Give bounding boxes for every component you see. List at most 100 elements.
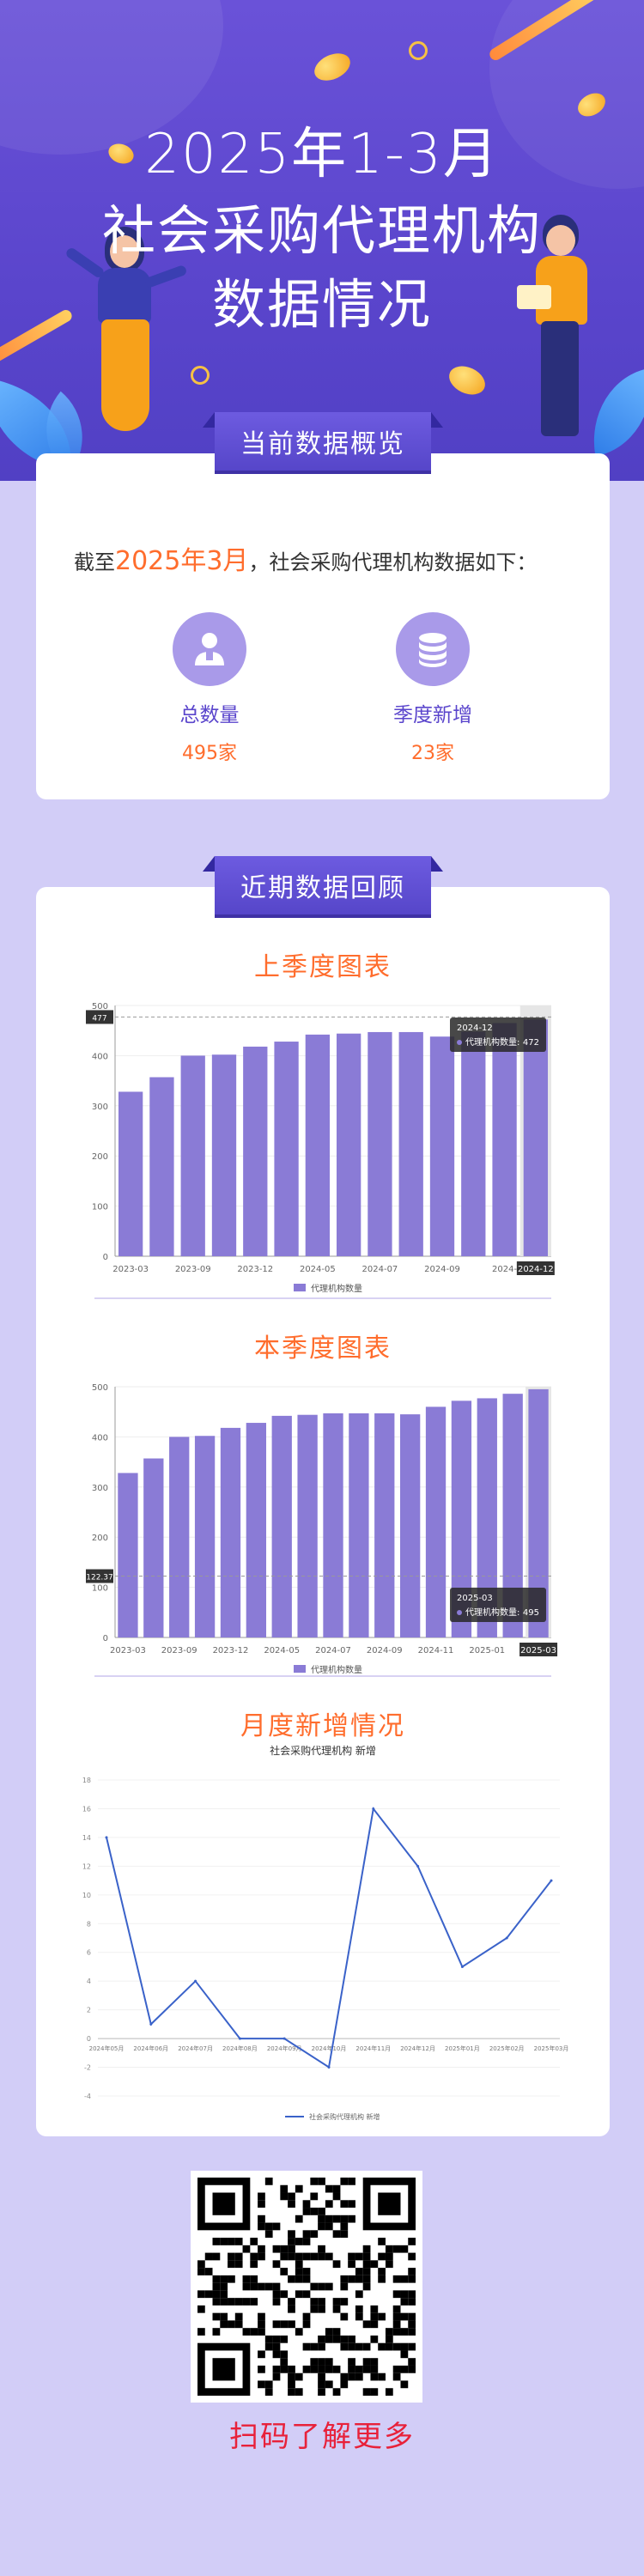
qr-module [197,2328,205,2336]
data-point [283,2037,286,2040]
ring-decor [409,41,428,60]
qr-finder [378,2192,401,2215]
qr-module [280,2184,289,2193]
qr-module [408,2268,416,2275]
qr-module [362,2275,371,2283]
bar [220,1427,241,1637]
bar [194,1436,216,1637]
qr-module [242,2328,251,2336]
database-icon [396,612,470,686]
tooltip-bg [450,1588,546,1622]
qr-module [348,2358,355,2366]
hero-title-line2: 社会采购代理机构 [101,199,542,262]
qr-module [264,2342,273,2351]
qr-module [408,2365,416,2373]
hero-title-line1: 2025年1-3月 [144,123,500,186]
qr-label: 扫码了解更多 [229,2420,415,2454]
bar [169,1437,190,1637]
qr-module [228,2320,235,2329]
qr-module [302,2342,311,2351]
qr-module [392,2372,401,2381]
qr-module [348,2372,355,2381]
qr-module [280,2192,289,2201]
qr-code[interactable] [191,2171,422,2403]
y-tick-label: 4 [87,1978,91,1985]
qr-module [325,2335,333,2343]
qr-module [258,2380,265,2389]
qr-module [362,2282,371,2291]
qr-module [362,2252,371,2261]
qr-module [295,2268,303,2275]
x-tick-label: 2025-01 [469,1646,505,1656]
qr-module [258,2222,265,2231]
x-tick-label: 2023-03 [112,1265,149,1274]
y-tick-label: 0 [103,1634,108,1643]
hero-banner: 2025年1-3月 社会采购代理机构 数据情况 [0,0,644,481]
bar [502,1394,523,1637]
qr-module [272,2290,281,2299]
qr-module [288,2275,295,2283]
legend-label: 社会采购代理机构 新增 [309,2112,380,2121]
qr-module [272,2365,281,2373]
tooltip-swatch [457,1610,462,1615]
bar [274,1042,299,1256]
qr-module [362,2342,371,2351]
qr-module [264,2222,273,2231]
chart3-title: 月度新增情况 [240,1711,405,1741]
bar [297,1414,318,1637]
tooltip-swatch [457,1040,462,1045]
qr-module [318,2208,325,2215]
tooltip-date: 2025-03 [457,1594,493,1603]
qr-module [332,2215,341,2223]
x-tick-label: 2025-03 [520,1646,556,1656]
tooltip-value: 472 [523,1038,539,1048]
qr-module [392,2275,401,2283]
qr-module [400,2298,409,2306]
bar [477,1398,497,1637]
qr-module [392,2328,401,2336]
data-point [194,1979,197,1983]
qr-module [325,2365,333,2373]
qr-module [302,2320,311,2329]
qr-module [250,2275,258,2283]
y-tick-label: 100 [92,1203,108,1212]
qr-module [212,2275,221,2283]
qr-module [362,2320,371,2329]
qr-module [272,2342,281,2351]
qr-module [385,2260,393,2269]
y-tick-label: -4 [84,2093,91,2100]
qr-module [340,2372,349,2381]
qr-module [332,2335,341,2343]
qr-module [234,2320,243,2329]
qr-module [340,2230,349,2239]
data-point [327,2066,331,2069]
qr-module [392,2320,401,2329]
qr-module [228,2298,235,2306]
stat-total-value: 495家 [182,743,237,764]
qr-module [258,2215,265,2223]
qr-module [280,2350,289,2359]
qr-module [242,2298,251,2306]
qr-module [378,2238,386,2245]
qr-module [318,2372,325,2381]
qr-module [392,2305,401,2313]
qr-module [272,2372,281,2381]
y-tick-label: 8 [87,1920,91,1928]
x-tick-label: 2023-09 [161,1646,197,1656]
qr-module [288,2245,295,2253]
qr-module [310,2342,319,2351]
qr-module [272,2320,281,2329]
qr-code-image [197,2178,416,2396]
qr-module [310,2192,319,2201]
qr-module [295,2328,303,2336]
x-tick-highlight [519,1643,558,1656]
bar [492,1023,517,1256]
tooltip: 2025-03 代理机构数量: 495 [450,1588,546,1622]
qr-module [392,2365,401,2373]
qr-module [288,2320,295,2329]
qr-module [378,2252,386,2261]
qr-module [264,2282,273,2291]
data-point [238,2037,241,2040]
x-tick-label: 2024年12月 [400,2044,435,2052]
qr-module [408,2275,416,2283]
